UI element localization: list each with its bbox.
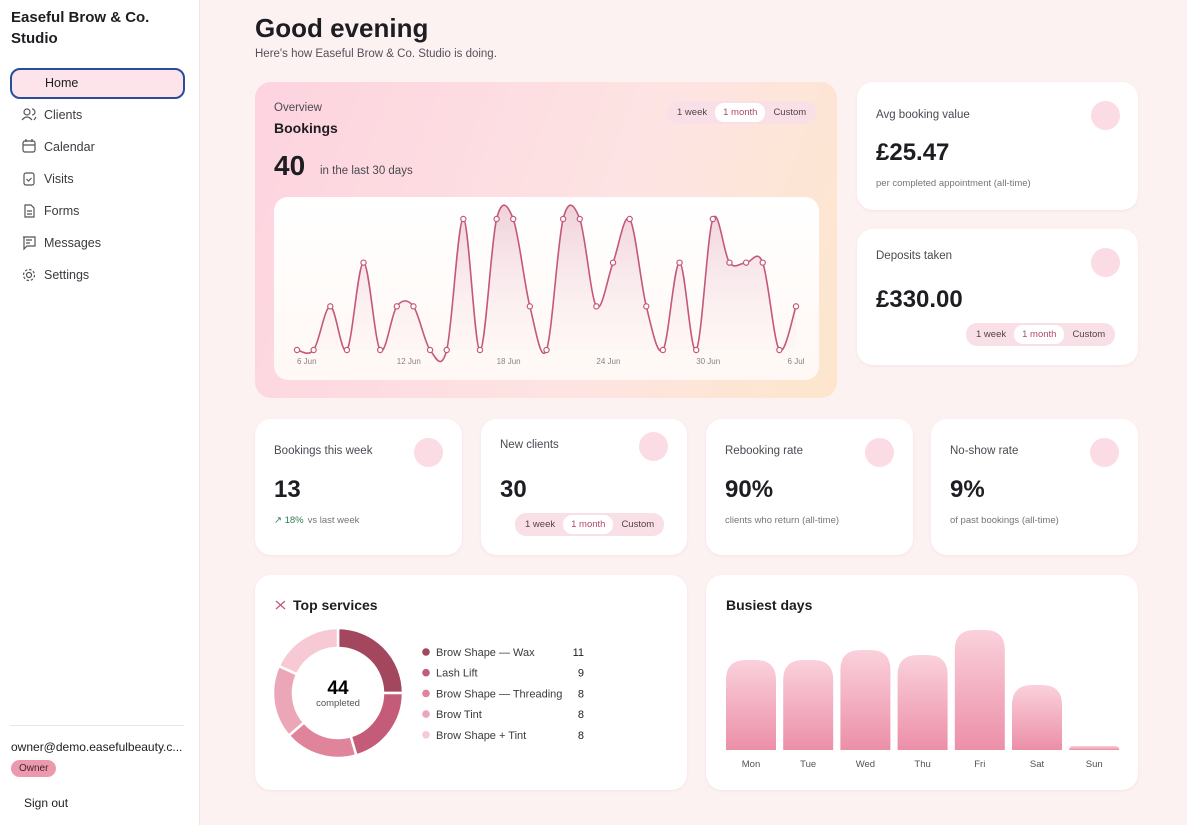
- card-title: Avg booking value: [876, 109, 970, 121]
- card-value: £25.47: [876, 139, 950, 166]
- avg-card: Avg booking value £25.47 per completed a…: [857, 82, 1138, 210]
- stat-card: Bookings this week 13 ↗ 18% vs last week: [255, 419, 462, 555]
- divider: [10, 725, 184, 726]
- icon-forms: [24, 204, 35, 218]
- busiest-card: Busiest days: [706, 575, 1138, 790]
- brand: Easeful Brow & Co. Studio: [11, 9, 150, 47]
- deposits-card: Deposits taken £330.00 1 week 1 month Cust…: [857, 229, 1138, 365]
- card-note: of past bookings (all-time): [950, 515, 1059, 526]
- icon-visits: [23, 172, 35, 186]
- nav-item[interactable]: Visits: [44, 172, 74, 186]
- range-option[interactable]: Custom: [1072, 329, 1106, 340]
- top-services-card: Top services: [255, 575, 687, 790]
- overview-title: Bookings: [274, 120, 338, 136]
- icon-calendar: [22, 140, 36, 153]
- card-value: 30: [500, 476, 527, 503]
- nav-icons: [21, 77, 37, 282]
- overview-caption: in the last 30 days: [320, 165, 413, 177]
- icon-messages: [23, 236, 36, 251]
- card-title: Busiest days: [726, 597, 813, 613]
- icon-clients: [23, 108, 31, 116]
- role-badge: Owner: [11, 760, 57, 777]
- icon: [414, 438, 443, 467]
- trend-value: 18%: [284, 515, 304, 526]
- card-value: 9%: [950, 476, 985, 503]
- stat-card: New clients 30 1 week 1 month Custom: [481, 419, 687, 555]
- icon: [1091, 248, 1120, 277]
- icon-settings: [22, 268, 36, 282]
- range-option[interactable]: Custom: [773, 107, 807, 118]
- icon: [639, 432, 668, 461]
- icon-clients: [21, 108, 37, 121]
- range-option[interactable]: 1 month: [715, 103, 766, 122]
- icon-visits: [26, 177, 32, 182]
- card-title: No-show rate: [950, 445, 1019, 457]
- range-option[interactable]: Custom: [621, 519, 655, 530]
- icon-settings: [25, 271, 33, 279]
- page-subtitle: Here's how Easeful Brow & Co. Studio is …: [255, 48, 497, 60]
- range-host: 1 week 1 month Custom: [515, 513, 665, 536]
- card-value: £330.00: [876, 286, 963, 313]
- nav-item[interactable]: Clients: [44, 108, 83, 122]
- trend-arrow: ↗: [274, 515, 285, 526]
- range-option[interactable]: 1 week: [976, 329, 1007, 340]
- card-note: clients who return (all-time): [725, 515, 840, 526]
- card-value: 90%: [725, 476, 774, 503]
- overview-value: 40: [274, 150, 306, 181]
- trend-note: vs last week: [307, 515, 360, 526]
- range-option[interactable]: 1 week: [525, 519, 556, 530]
- sidebar: Easeful Brow & Co. Studio owner@demo.eas…: [0, 0, 200, 825]
- icon: [1090, 438, 1119, 467]
- card-title: New clients: [500, 439, 559, 451]
- card-title: Bookings this week: [274, 445, 373, 457]
- icon: [865, 438, 894, 467]
- nav-item[interactable]: Forms: [44, 204, 80, 218]
- range-toggle: 1 week 1 month Custom: [966, 323, 1116, 346]
- card-title: Top services: [293, 597, 378, 613]
- icon: [1091, 101, 1120, 130]
- nav-item[interactable]: Settings: [44, 268, 90, 282]
- range-toggle: 1 week 1 month Custom: [667, 101, 817, 124]
- range-toggle: 1 week 1 month Custom: [515, 513, 665, 536]
- stat-card: Rebooking rate 90% clients who return (all…: [706, 419, 913, 555]
- card-note: per completed appointment (all-time): [876, 178, 1031, 189]
- card-value: 13: [274, 476, 301, 503]
- nav-item[interactable]: Messages: [44, 236, 101, 250]
- icon-calendar: [23, 139, 35, 146]
- overview-eyebrow: Overview: [274, 102, 322, 114]
- stat-card: No-show rate 9% of past bookings (all-time…: [931, 419, 1138, 555]
- card-title: Rebooking rate: [725, 445, 803, 457]
- nav-item[interactable]: Home: [10, 68, 185, 99]
- sign-out[interactable]: Sign out: [24, 796, 69, 810]
- overview-card: Overview Bookings 40 in the last 30 days…: [255, 82, 837, 398]
- nav-item[interactable]: Calendar: [44, 140, 95, 154]
- card-title: Deposits taken: [876, 250, 953, 262]
- chart-panel: [274, 197, 819, 380]
- range-option[interactable]: 1 week: [677, 107, 708, 118]
- user-email: owner@demo.easefulbeauty.c...: [11, 740, 183, 754]
- range-option[interactable]: 1 month: [563, 515, 614, 534]
- trend: ↗ 18% vs last week: [274, 515, 359, 526]
- range-option[interactable]: 1 month: [1014, 325, 1065, 344]
- page-title: Good evening: [255, 13, 429, 43]
